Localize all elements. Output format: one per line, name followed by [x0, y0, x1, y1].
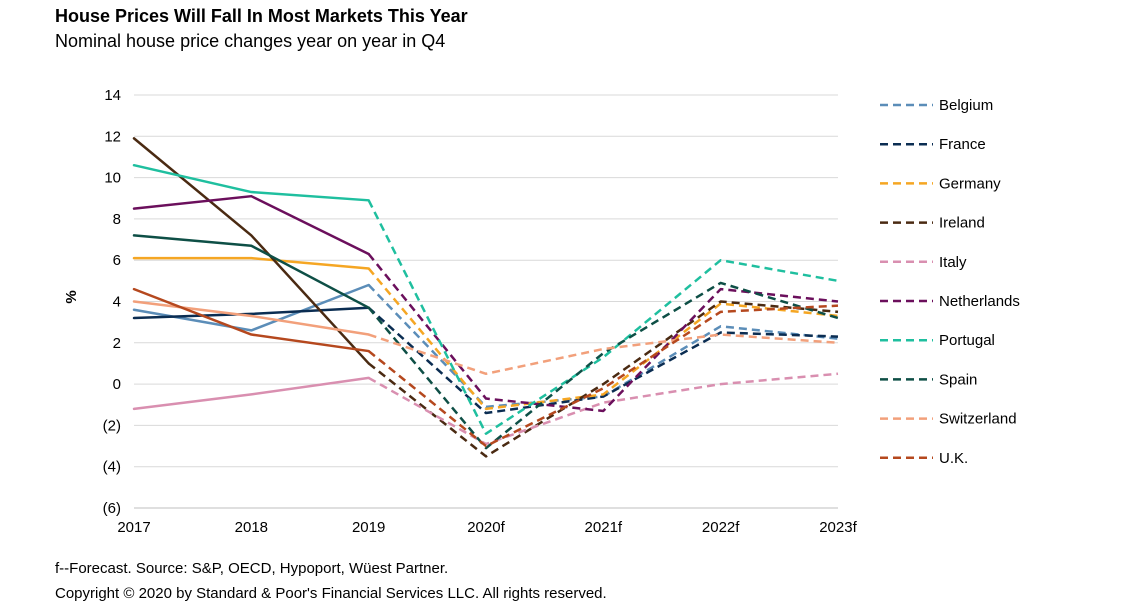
y-axis-tick-labels: 14 12 10 8 6 4 2 0 (2) (4) (6)	[103, 87, 121, 517]
actual-line	[132, 194, 370, 256]
chart-subtitle: Nominal house price changes year on year…	[55, 31, 446, 51]
x-tick-label: 2020f	[467, 519, 505, 536]
legend-item: Switzerland	[880, 411, 1017, 428]
legend-item: U.K.	[880, 450, 968, 467]
legend-item: Netherlands	[880, 293, 1020, 310]
x-tick-label: 2017	[117, 519, 150, 536]
legend-item: France	[880, 136, 986, 153]
x-tick-label: 2022f	[702, 519, 740, 536]
y-tick-label: 0	[113, 376, 121, 393]
actual-line	[132, 137, 370, 365]
source-footnote: f--Forecast. Source: S&P, OECD, Hypoport…	[55, 560, 449, 577]
y-tick-label: (6)	[103, 500, 121, 517]
legend-item: Italy	[880, 254, 967, 271]
series-spain	[132, 234, 839, 450]
legend-item: Ireland	[880, 215, 985, 232]
x-axis-tick-labels: 2017 2018 2019 2020f 2021f 2022f 2023f	[117, 519, 857, 536]
actual-line	[132, 287, 370, 353]
legend-label: Belgium	[939, 97, 993, 114]
legend-label: Switzerland	[939, 411, 1017, 428]
forecast-line	[367, 304, 839, 448]
legend-label: U.K.	[939, 450, 968, 467]
forecast-line	[368, 333, 839, 376]
forecast-line	[367, 306, 839, 415]
series-portugal	[132, 163, 839, 435]
legend-item: Belgium	[880, 97, 993, 114]
actual-line	[132, 256, 370, 270]
series-switzerland	[132, 300, 839, 376]
legend-item: Spain	[880, 371, 977, 388]
forecast-line	[367, 281, 839, 450]
y-tick-label: 2	[113, 335, 121, 352]
forecast-line	[367, 199, 839, 435]
legend-label: Spain	[939, 371, 977, 388]
copyright-footnote: Copyright © 2020 by Standard & Poor's Fi…	[55, 585, 607, 602]
chart-title: House Prices Will Fall In Most Markets T…	[55, 6, 468, 26]
series-italy	[132, 372, 839, 446]
legend: Belgium France Germany Ireland Italy Netherla…	[880, 97, 1020, 467]
x-tick-label: 2021f	[585, 519, 623, 536]
forecast-line	[367, 253, 839, 413]
actual-line	[132, 376, 370, 411]
actual-line	[132, 163, 370, 202]
legend-label: Italy	[939, 254, 967, 271]
series-u-k	[132, 287, 839, 448]
y-tick-label: 8	[113, 211, 121, 228]
forecast-line	[367, 300, 839, 458]
y-tick-label: 14	[104, 87, 121, 104]
y-axis-label: %	[63, 290, 80, 303]
legend-label: Ireland	[939, 215, 985, 232]
series-lines	[132, 137, 839, 458]
actual-line	[132, 234, 370, 309]
y-tick-label: 10	[104, 170, 121, 187]
legend-item: Germany	[880, 175, 1001, 192]
legend-label: France	[939, 136, 986, 153]
series-france	[132, 306, 839, 415]
y-tick-label: 4	[113, 294, 121, 311]
forecast-line	[368, 372, 839, 446]
actual-line	[132, 306, 370, 320]
x-tick-label: 2018	[235, 519, 268, 536]
y-tick-label: (4)	[103, 459, 121, 476]
forecast-line	[367, 284, 839, 409]
series-netherlands	[132, 194, 839, 413]
series-ireland	[132, 137, 839, 458]
legend-item: Portugal	[880, 332, 995, 349]
legend-label: Germany	[939, 175, 1001, 192]
x-tick-label: 2023f	[819, 519, 857, 536]
legend-label: Netherlands	[939, 293, 1020, 310]
y-tick-label: 6	[113, 252, 121, 269]
y-tick-label: (2)	[103, 417, 121, 434]
legend-label: Portugal	[939, 332, 995, 349]
actual-line	[132, 300, 370, 336]
y-tick-label: 12	[104, 128, 121, 145]
forecast-line	[367, 267, 839, 411]
series-germany	[132, 256, 839, 411]
x-tick-label: 2019	[352, 519, 385, 536]
